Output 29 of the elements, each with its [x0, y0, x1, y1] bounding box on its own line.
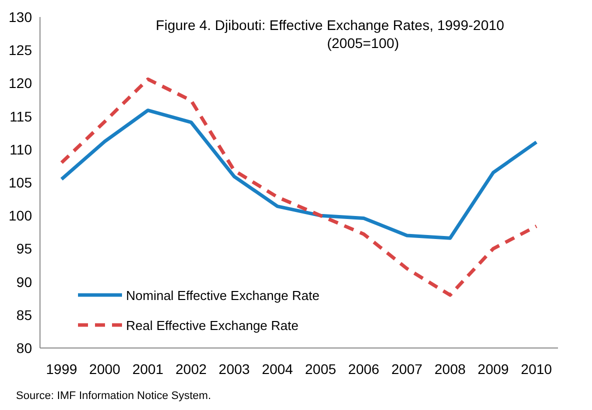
x-tick-label: 2009 [478, 360, 510, 377]
text: (2005=100) [326, 35, 400, 51]
x-tick-label: 2000 [89, 360, 121, 377]
x-tick-label: 2003 [218, 360, 250, 377]
x-tick-label: 2006 [348, 360, 380, 377]
y-tick-label: 105 [8, 174, 32, 190]
y-tick-label: 90 [16, 274, 32, 290]
y-tick-label: 130 [8, 8, 32, 25]
chart-title: Figure 4. Djibouti: Effective Exchange Rates, 1999-2010 [156, 17, 504, 33]
x-tick-label: 2002 [176, 360, 207, 377]
x-tick-label: 2010 [520, 360, 552, 377]
legend-label: Nominal Effective Exchange Rate [126, 288, 320, 302]
y-tick-label: 95 [16, 240, 32, 257]
y-tick-label: 80 [16, 340, 32, 356]
x-tick-label: 2007 [391, 360, 423, 377]
y-tick-label: 115 [10, 108, 32, 124]
x-tick-label: 2001 [132, 360, 164, 377]
y-tick-label: 110 [10, 141, 32, 158]
x-tick-label: 1999 [46, 360, 78, 377]
y-tick-label: 100 [8, 208, 32, 224]
source-note: Source: IMF Information Notice System. [16, 390, 212, 402]
legend-label: Real Effective Exchange Rate [126, 318, 298, 332]
y-tick-label: 85 [16, 306, 32, 323]
y-tick-label: 120 [8, 75, 32, 92]
line-series [60, 108, 538, 240]
x-tick-label: 2005 [305, 360, 336, 377]
y-tick-label: 125 [8, 42, 32, 58]
x-tick-label: 2004 [262, 360, 294, 377]
x-tick-label: 2008 [434, 360, 466, 377]
